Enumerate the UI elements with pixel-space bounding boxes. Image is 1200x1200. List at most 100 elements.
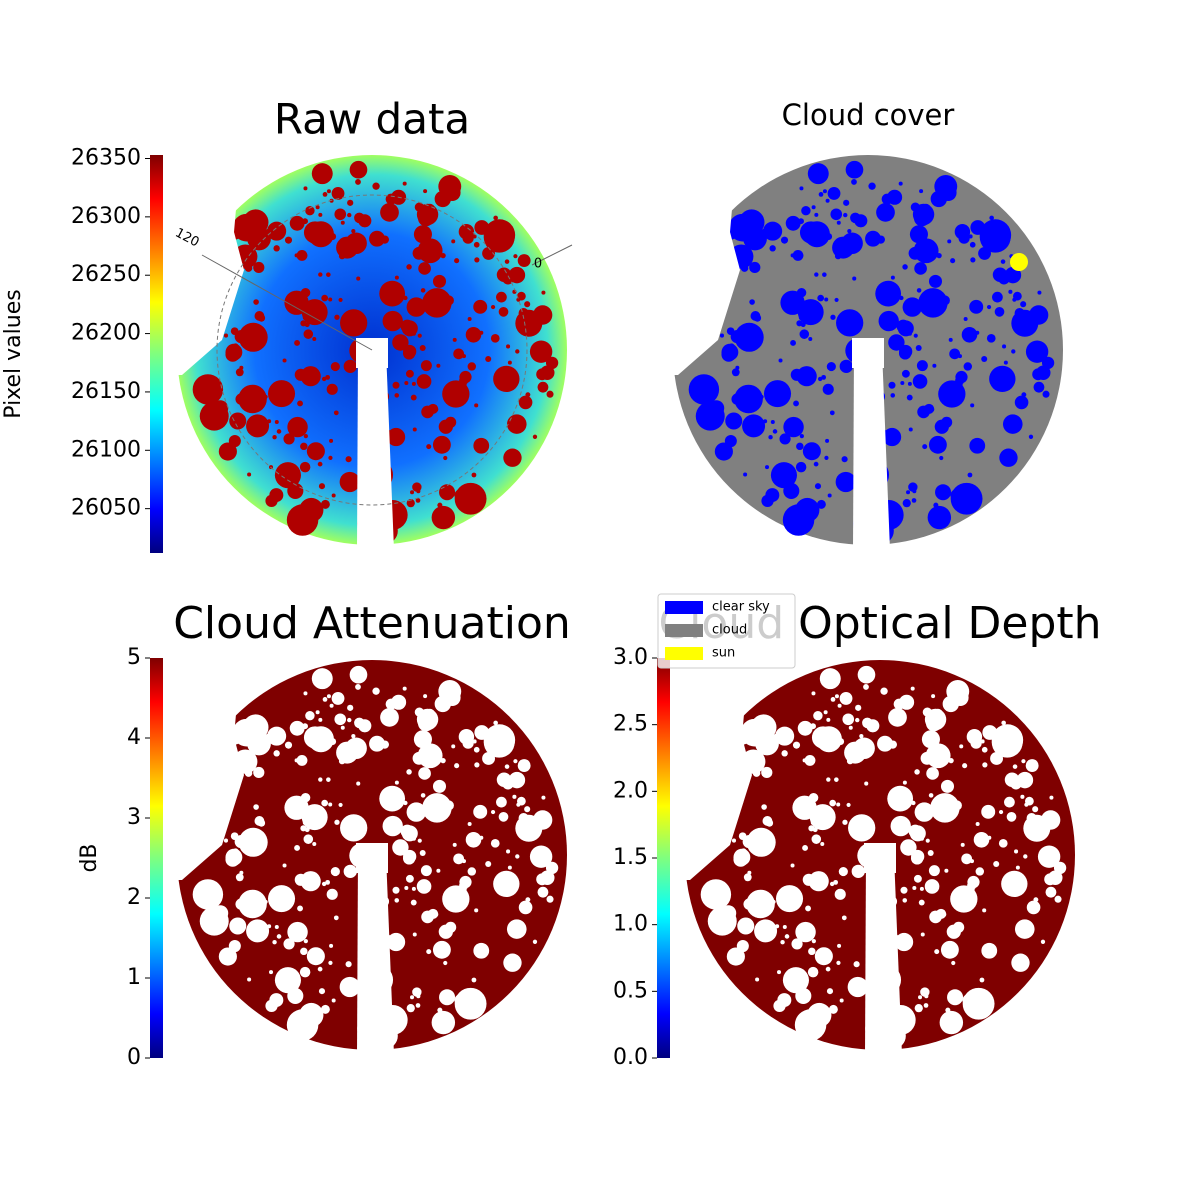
colorbar-tick-label: 0 xyxy=(127,1045,141,1070)
cloud-blob xyxy=(431,1010,456,1035)
cloud-blob xyxy=(798,218,805,225)
mast-shadow xyxy=(357,350,394,550)
cloud-blob xyxy=(914,1004,923,1013)
cloud-blob xyxy=(436,868,441,873)
cloud-blob xyxy=(778,358,783,363)
cloud-blob xyxy=(232,718,261,747)
cloud-blob xyxy=(688,374,720,405)
cloud-blob xyxy=(988,728,993,733)
cloud-blob xyxy=(493,215,498,221)
cloud-blob xyxy=(429,255,434,260)
cloud-blob xyxy=(795,461,807,473)
cloud-blob xyxy=(1016,771,1034,789)
cloud-blob xyxy=(329,438,334,443)
cloud-blob xyxy=(998,838,1008,848)
cloud-blob xyxy=(333,410,339,416)
legend-swatch xyxy=(665,601,703,614)
cloud-blob xyxy=(410,995,415,1000)
cloud-blob xyxy=(394,275,399,280)
cloud-blob xyxy=(418,767,431,780)
cloud-blob xyxy=(347,212,352,218)
colorbar-tick-label: 0.0 xyxy=(613,1045,648,1070)
cloud-blob xyxy=(785,215,801,231)
cloud-blob xyxy=(315,205,320,210)
cloud-blob xyxy=(1004,266,1022,284)
cloud-blob xyxy=(751,234,756,239)
cloud-blob xyxy=(415,498,421,503)
cloud-blob xyxy=(318,272,323,277)
cloud-blob xyxy=(794,423,800,429)
cloud-blob xyxy=(763,739,768,744)
cloud-blob xyxy=(804,754,816,766)
cloud-blob xyxy=(438,680,462,703)
cloud-blob xyxy=(496,267,512,283)
cloud-blob xyxy=(306,947,325,966)
cloud-blob xyxy=(515,349,520,354)
cloud-blob xyxy=(532,810,553,830)
cloud-blob xyxy=(454,482,487,515)
cloud-blob xyxy=(300,871,321,892)
cloud-blob xyxy=(1015,865,1020,870)
cloud-blob xyxy=(793,400,799,407)
cloud-blob xyxy=(799,434,804,439)
cloud-blob xyxy=(417,238,443,264)
cloud-blob xyxy=(503,448,522,467)
cloud-blob xyxy=(372,182,380,190)
cloud-blob xyxy=(792,795,817,820)
cloud-blob xyxy=(970,220,986,235)
cloud-blob xyxy=(811,834,822,844)
cloud-blob xyxy=(403,800,408,806)
cloud-blob xyxy=(992,267,1008,283)
cloud-blob xyxy=(890,275,895,280)
cloud-blob xyxy=(232,848,239,855)
cloud-blob xyxy=(999,448,1018,467)
sky-image xyxy=(620,645,1075,1055)
colorbar xyxy=(657,658,670,1058)
cloud-blob xyxy=(902,780,907,785)
cloud-blob xyxy=(345,961,352,968)
cloud-blob xyxy=(238,827,268,857)
cloud-blob xyxy=(719,333,725,338)
cloud-blob xyxy=(1021,392,1027,398)
cloud-blob xyxy=(459,376,467,385)
cloud-blob xyxy=(888,334,905,351)
cloud-blob xyxy=(740,718,769,747)
cloud-blob xyxy=(932,363,937,368)
cloud-blob xyxy=(524,806,531,813)
cloud-blob xyxy=(339,976,360,998)
legend-label: clear sky xyxy=(712,600,770,615)
cloud-blob xyxy=(453,853,465,865)
cloud-blob xyxy=(317,461,323,467)
cloud-blob xyxy=(525,897,531,903)
cloud-blob xyxy=(1045,886,1057,898)
polar-ray xyxy=(531,244,573,266)
cloud-blob xyxy=(423,189,428,194)
cloud-blob xyxy=(1011,349,1016,354)
cloud-blob xyxy=(737,917,755,935)
cloud-blob xyxy=(726,327,735,335)
cloud-blob xyxy=(473,942,490,959)
cloud-blob xyxy=(474,403,479,408)
cloud-blob xyxy=(490,333,500,343)
cloud-blob xyxy=(453,399,460,405)
cloud-blob xyxy=(754,919,778,943)
cloud-blob xyxy=(834,777,839,782)
cloud-blob xyxy=(878,310,899,332)
cloud-blob xyxy=(273,245,280,252)
cloud-blob xyxy=(312,842,317,847)
cloud-blob xyxy=(825,198,830,203)
cloud-blob xyxy=(329,738,337,745)
cloud-blob xyxy=(811,691,816,696)
cloud-blob xyxy=(263,394,268,399)
cloud-blob xyxy=(254,241,259,246)
cloud-blob xyxy=(458,729,475,745)
cloud-blob xyxy=(811,205,816,210)
cloud-blob xyxy=(881,193,893,205)
legend-label: sun xyxy=(712,646,735,661)
mast-block xyxy=(356,843,388,873)
cloud-blob xyxy=(924,879,940,894)
cloud-blob xyxy=(386,932,406,952)
cloud-blob xyxy=(432,406,439,413)
colorbar-tick-label: 26300 xyxy=(71,204,141,229)
cloud-blob xyxy=(763,221,783,241)
